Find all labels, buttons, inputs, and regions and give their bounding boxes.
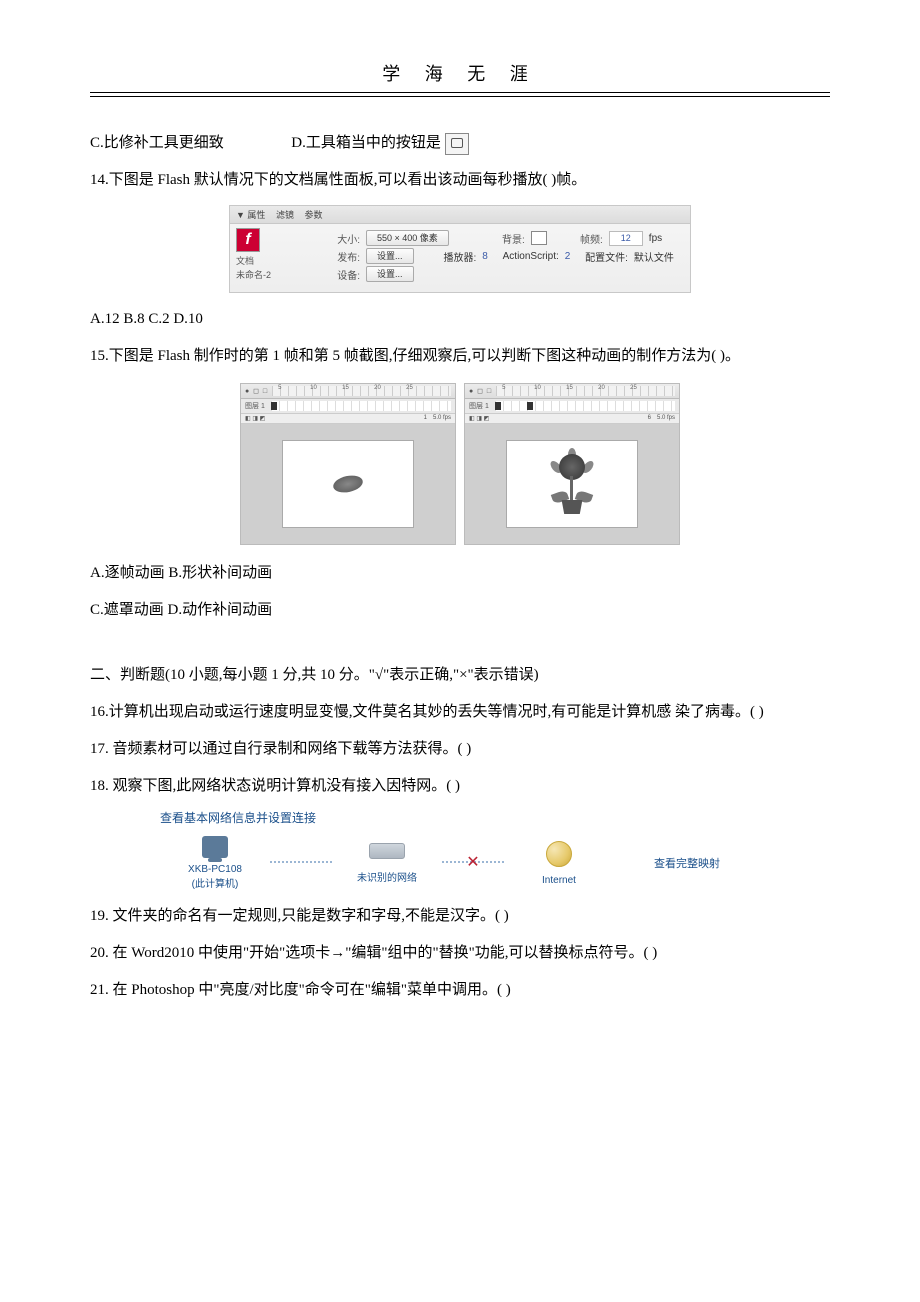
stage-right	[506, 440, 638, 528]
tab-filters: 滤镜	[276, 210, 294, 220]
tl-icons-left: ● ◻ □	[245, 387, 268, 395]
net-broken-icon: ✕	[466, 852, 479, 872]
stage-left	[282, 440, 414, 528]
profile-label: 配置文件:	[585, 249, 628, 264]
frame-num-right: 6	[648, 415, 651, 422]
frame-num-left: 1	[424, 415, 427, 422]
net-link-1	[270, 861, 332, 865]
globe-icon	[546, 841, 572, 867]
as-label: ActionScript:	[503, 251, 559, 262]
network-diagram: 查看基本网络信息并设置连接 XKB-PC108 (此计算机) 未识别的网络 ✕ …	[160, 809, 720, 890]
q16: 16.计算机出现启动或运行速度明显变慢,文件莫名其妙的丢失等情况时,有可能是计算…	[90, 696, 830, 729]
layer-label-left: 图层 1	[245, 401, 265, 411]
q15-opts-row2: C.遮罩动画 D.动作补间动画	[90, 594, 830, 627]
q14-stem: 14.下图是 Flash 默认情况下的文档属性面板,可以看出该动画每秒播放( )…	[90, 164, 830, 197]
layer-label-right: 图层 1	[469, 401, 489, 411]
bg-swatch	[531, 231, 547, 245]
flash-frames-comparison: ● ◻ □ 5 10 15 20 25 图层 1 ◧ ◨ ◩ 1 5.0 fps	[240, 383, 680, 545]
fps-label: 帧频:	[569, 231, 603, 246]
q13-opt-d-prefix: D.工具箱当中的按钮是	[291, 135, 441, 151]
net-node-internet: Internet	[504, 841, 614, 886]
tl-ruler-left: 5 10 15 20 25	[272, 386, 451, 396]
bg-label: 背景:	[491, 231, 525, 246]
page-header-title: 学 海 无 涯	[90, 60, 830, 86]
q20: 20. 在 Word2010 中使用"开始"选项卡→"编辑"组中的"替换"功能,…	[90, 937, 830, 970]
header-rule	[90, 92, 830, 97]
frame-panel-5: ● ◻ □ 5 10 15 20 25 图层 1 ◧ ◨ ◩ 6 5.0 fps	[464, 383, 680, 545]
internet-label: Internet	[542, 875, 576, 886]
flash-doc-icon: f	[236, 228, 260, 252]
net-side-link: 查看完整映射	[654, 855, 720, 871]
pc-label-2: (此计算机)	[192, 875, 239, 890]
size-label: 大小:	[326, 231, 360, 246]
fps-left: 5.0 fps	[433, 415, 451, 422]
q14-options: A.12 B.8 C.2 D.10	[90, 303, 830, 336]
net-node-pc: XKB-PC108 (此计算机)	[160, 836, 270, 890]
pc-label-1: XKB-PC108	[188, 864, 242, 875]
net-link-2: ✕	[442, 861, 504, 865]
q17: 17. 音频素材可以通过自行录制和网络下载等方法获得。( )	[90, 733, 830, 766]
tl-icons-right: ● ◻ □	[469, 387, 492, 395]
tab-params: 参数	[304, 210, 322, 220]
q19: 19. 文件夹的命名有一定规则,只能是数字和字母,不能是汉字。( )	[90, 900, 830, 933]
stamp-tool-icon	[445, 133, 469, 155]
seed-icon	[332, 473, 365, 495]
page: 学 海 无 涯 C.比修补工具更细致 D.工具箱当中的按钮是 14.下图是 Fl…	[0, 0, 920, 1302]
q18-stem: 18. 观察下图,此网络状态说明计算机没有接入因特网。( )	[90, 770, 830, 803]
q21: 21. 在 Photoshop 中"亮度/对比度"命令可在"编辑"菜单中调用。(…	[90, 974, 830, 1007]
profile-value: 默认文件	[634, 249, 674, 264]
q15-stem: 15.下图是 Flash 制作时的第 1 帧和第 5 帧截图,仔细观察后,可以判…	[90, 340, 830, 373]
device-label: 设备:	[326, 267, 360, 282]
size-value-button: 550 × 400 像素	[366, 230, 449, 246]
flash-doc-name: 未命名-2	[236, 268, 326, 282]
pc-icon	[202, 836, 228, 858]
tab-properties: 属性	[247, 210, 265, 220]
network-diagram-title: 查看基本网络信息并设置连接	[160, 809, 720, 826]
as-value: 2	[565, 251, 571, 262]
player-label: 播放器:	[444, 249, 477, 264]
hub-label: 未识别的网络	[357, 869, 417, 884]
publish-settings-button: 设置...	[366, 248, 414, 264]
flash-doc-label: 文档	[236, 254, 326, 268]
q13-options: C.比修补工具更细致 D.工具箱当中的按钮是	[90, 127, 830, 160]
flash-properties-panel: ▼ 属性 滤镜 参数 f 文档 未命名-2 大小: 550 × 400 像素 背…	[229, 205, 691, 293]
device-settings-button: 设置...	[366, 266, 414, 282]
hub-icon	[369, 843, 405, 859]
flower-icon	[552, 454, 592, 514]
tl-ruler-right: 5 10 15 20 25	[496, 386, 675, 396]
q15-opts-row1: A.逐帧动画 B.形状补间动画	[90, 557, 830, 590]
fps-field: 12	[609, 231, 643, 246]
player-value: 8	[482, 251, 488, 262]
flash-panel-tabs: ▼ 属性 滤镜 参数	[230, 206, 690, 224]
frame-panel-1: ● ◻ □ 5 10 15 20 25 图层 1 ◧ ◨ ◩ 1 5.0 fps	[240, 383, 456, 545]
fps-unit: fps	[649, 233, 662, 244]
fps-right: 5.0 fps	[657, 415, 675, 422]
q13-opt-c: C.比修补工具更细致	[90, 135, 224, 151]
net-node-hub: 未识别的网络	[332, 843, 442, 884]
publish-label: 发布:	[326, 249, 360, 264]
section2-title: 二、判断题(10 小题,每小题 1 分,共 10 分。"√"表示正确,"×"表示…	[90, 659, 830, 692]
